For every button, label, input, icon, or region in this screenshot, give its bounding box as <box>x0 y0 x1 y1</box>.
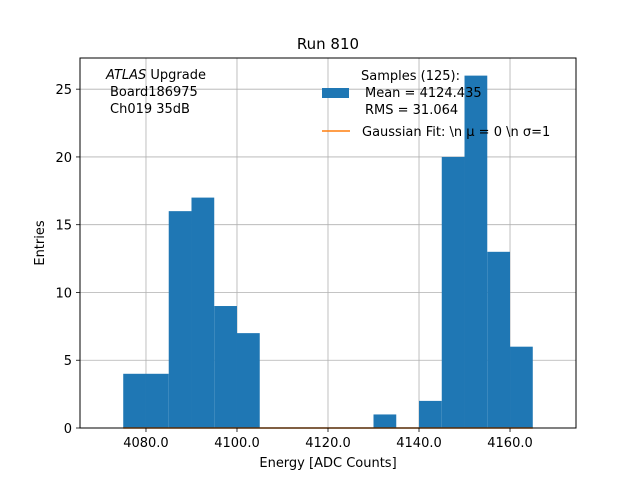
y-axis-label: Entries <box>33 220 48 266</box>
legend-rms-label: RMS = 31.064 <box>365 103 458 118</box>
histogram-bar <box>441 156 465 428</box>
atlas-label: ATLAS <box>105 68 146 83</box>
x-tick-label: 4080.0 <box>123 436 169 451</box>
legend-hist-swatch <box>322 88 349 98</box>
histogram-bar <box>464 75 488 428</box>
x-axis-label: Energy [ADC Counts] <box>259 456 396 471</box>
x-axis-ticks: 4080.0 4100.0 4120.0 4140.0 4160.0 <box>123 428 533 451</box>
x-tick-label: 4100.0 <box>214 436 260 451</box>
histogram-bar <box>373 414 397 428</box>
channel-label: Ch019 35dB <box>110 102 190 117</box>
histogram-bar <box>168 211 192 428</box>
histogram-bar <box>419 400 442 428</box>
x-tick-label: 4120.0 <box>305 436 351 451</box>
atlas-annotation: ATLAS Upgrade <box>105 68 206 83</box>
histogram-bar <box>510 346 533 428</box>
histogram-bar <box>123 373 146 428</box>
y-tick-label: 10 <box>55 286 72 301</box>
histogram-bar <box>191 197 215 428</box>
y-tick-label: 15 <box>55 219 72 234</box>
board-label: Board186975 <box>110 85 198 100</box>
y-tick-label: 20 <box>55 151 72 166</box>
legend-mean-label: Mean = 4124.435 <box>365 86 482 101</box>
histogram-bar <box>236 333 260 428</box>
histogram-bar <box>214 306 237 428</box>
legend: Samples (125): Mean = 4124.435 RMS = 31.… <box>322 69 550 140</box>
legend-fit-label: Gaussian Fit: \n μ = 0 \n σ=1 <box>362 125 550 140</box>
y-tick-label: 0 <box>64 422 72 437</box>
x-tick-label: 4160.0 <box>487 436 533 451</box>
y-tick-label: 5 <box>64 354 72 369</box>
y-axis-ticks: 0 5 10 15 20 25 <box>55 83 80 437</box>
upgrade-label: Upgrade <box>146 68 206 83</box>
x-tick-label: 4140.0 <box>396 436 442 451</box>
chart-title: Run 810 <box>297 35 359 53</box>
histogram-bar <box>487 251 511 428</box>
y-tick-label: 25 <box>55 83 72 98</box>
legend-samples-label: Samples (125): <box>361 69 460 84</box>
histogram-bars <box>123 75 533 428</box>
histogram-bar <box>145 373 169 428</box>
